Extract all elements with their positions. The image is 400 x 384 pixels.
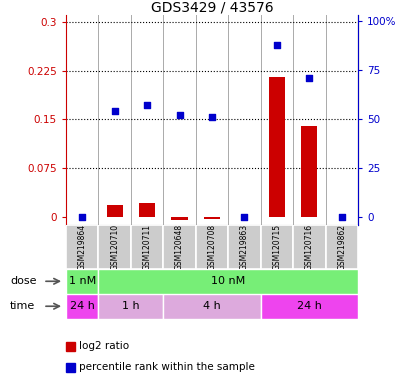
Bar: [98, 225, 131, 269]
Text: dose: dose: [10, 276, 36, 286]
Text: GSM120708: GSM120708: [208, 223, 216, 270]
Bar: [269, 77, 285, 217]
Text: 1 h: 1 h: [122, 301, 140, 311]
Text: log2 ratio: log2 ratio: [79, 341, 129, 351]
Bar: [261, 225, 293, 269]
Text: 24 h: 24 h: [297, 301, 322, 311]
Text: GSM219863: GSM219863: [240, 223, 249, 270]
Text: 24 h: 24 h: [70, 301, 95, 311]
Text: percentile rank within the sample: percentile rank within the sample: [79, 362, 255, 372]
Bar: [196, 225, 228, 269]
Point: [144, 102, 150, 108]
Text: GSM219862: GSM219862: [337, 224, 346, 270]
Bar: [261, 294, 358, 319]
Text: GSM120715: GSM120715: [272, 223, 281, 270]
Point: [209, 114, 215, 120]
Bar: [163, 294, 261, 319]
Bar: [66, 225, 98, 269]
Bar: [326, 225, 358, 269]
Text: GSM120648: GSM120648: [175, 223, 184, 270]
Point: [338, 214, 345, 220]
Text: time: time: [10, 301, 35, 311]
Point: [306, 75, 312, 81]
Bar: [172, 217, 188, 220]
Point: [241, 214, 248, 220]
Bar: [301, 126, 318, 217]
Point: [176, 112, 183, 118]
Bar: [228, 225, 261, 269]
Point: [79, 214, 86, 220]
Text: 10 nM: 10 nM: [211, 276, 245, 286]
Text: 1 nM: 1 nM: [68, 276, 96, 286]
Bar: [98, 269, 358, 294]
Text: GSM120710: GSM120710: [110, 223, 119, 270]
Text: GSM120716: GSM120716: [305, 223, 314, 270]
Bar: [131, 225, 163, 269]
Text: GSM120711: GSM120711: [143, 224, 152, 270]
Bar: [98, 294, 163, 319]
Bar: [163, 225, 196, 269]
Bar: [66, 294, 98, 319]
Point: [274, 41, 280, 48]
Text: 4 h: 4 h: [203, 301, 221, 311]
Point: [112, 108, 118, 114]
Bar: [66, 269, 98, 294]
Title: GDS3429 / 43576: GDS3429 / 43576: [151, 0, 273, 14]
Text: GSM219864: GSM219864: [78, 223, 87, 270]
Bar: [106, 205, 123, 217]
Bar: [204, 217, 220, 219]
Bar: [139, 202, 155, 217]
Bar: [293, 225, 326, 269]
